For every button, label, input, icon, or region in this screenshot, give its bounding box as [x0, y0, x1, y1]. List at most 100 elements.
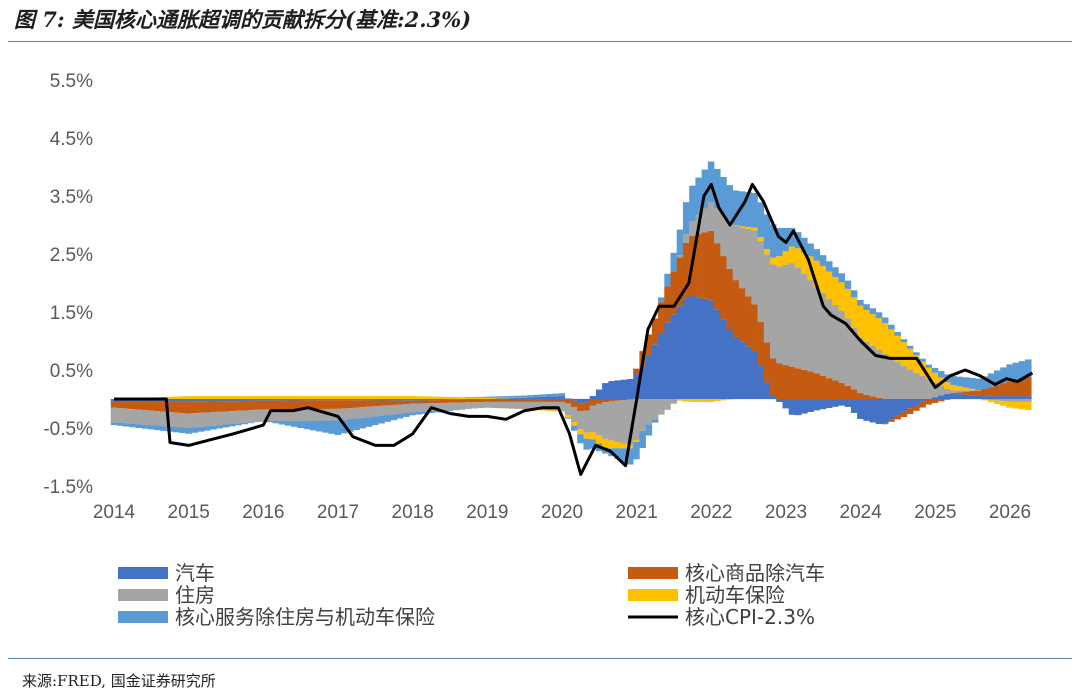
- bar-services_ex: [826, 261, 833, 272]
- bar-housing: [1000, 399, 1007, 402]
- bottom-divider: [8, 658, 1072, 659]
- core-cpi-line-layer: [114, 182, 1034, 476]
- bar-services_ex: [116, 422, 124, 426]
- bar-services_ex: [869, 308, 877, 315]
- source-note: 来源:FRED, 国金证券研究所: [22, 672, 216, 690]
- bar-core_goods_ex_autos: [602, 399, 609, 403]
- bar-services_ex: [726, 185, 734, 221]
- bar-core_goods_ex_autos: [925, 399, 933, 405]
- bar-services_ex: [701, 169, 709, 209]
- bar-housing: [197, 412, 205, 427]
- bar-autos: [539, 396, 547, 399]
- bar-services_ex: [409, 412, 416, 416]
- bar-services_ex: [272, 420, 279, 424]
- bar-motor_insurance: [216, 396, 223, 399]
- bar-motor_insurance: [446, 396, 454, 399]
- bar-services_ex: [937, 371, 945, 378]
- bar-autos: [981, 396, 989, 399]
- bar-housing: [577, 410, 584, 430]
- bar-core_goods_ex_autos: [751, 304, 758, 352]
- bar-services_ex: [204, 426, 211, 431]
- bar-services_ex: [838, 273, 845, 283]
- bar-motor_insurance: [844, 288, 852, 319]
- bar-autos: [440, 399, 447, 401]
- bar-motor_insurance: [266, 396, 273, 399]
- bar-housing: [788, 263, 796, 367]
- x-tick-label: 2021: [616, 502, 658, 523]
- bar-autos: [950, 393, 957, 399]
- bar-core_goods_ex_autos: [682, 242, 690, 299]
- bar-services_ex: [651, 419, 659, 423]
- bar-autos: [962, 394, 970, 399]
- bar-housing: [857, 337, 864, 394]
- bar-motor_insurance: [614, 442, 622, 449]
- bar-housing: [340, 408, 348, 420]
- bar-housing: [614, 400, 622, 443]
- bar-autos: [608, 381, 615, 399]
- bar-core_goods_ex_autos: [950, 392, 957, 394]
- bar-services_ex: [148, 425, 155, 430]
- x-tick-label: 2022: [690, 502, 732, 523]
- bar-housing: [284, 409, 292, 421]
- bar-motor_insurance: [452, 397, 460, 399]
- bar-core_goods_ex_autos: [807, 371, 814, 399]
- bar-housing: [204, 412, 211, 427]
- bar-motor_insurance: [415, 396, 423, 399]
- bar-autos: [216, 399, 223, 402]
- bar-housing: [869, 345, 877, 397]
- bar-core_goods_ex_autos: [260, 400, 267, 410]
- top-divider: [8, 41, 1072, 42]
- bar-motor_insurance: [403, 396, 410, 399]
- bar-autos: [738, 341, 746, 399]
- bar-autos: [403, 399, 410, 401]
- bar-core_goods_ex_autos: [701, 232, 709, 299]
- bar-motor_insurance: [465, 397, 472, 399]
- bar-core_goods_ex_autos: [141, 401, 149, 411]
- bar-services_ex: [950, 376, 957, 386]
- bar-core_goods_ex_autos: [440, 400, 447, 403]
- bar-motor_insurance: [353, 396, 360, 399]
- bar-autos: [459, 399, 466, 400]
- x-tick-label: 2017: [317, 502, 359, 523]
- bar-services_ex: [583, 438, 590, 450]
- bar-housing: [794, 267, 802, 369]
- bar-services_ex: [844, 280, 852, 289]
- bar-autos: [664, 322, 671, 399]
- bar-housing: [365, 406, 373, 418]
- bar-services_ex: [956, 376, 964, 387]
- bar-core_goods_ex_autos: [508, 399, 516, 402]
- bar-motor_insurance: [962, 387, 970, 391]
- bar-housing: [521, 401, 528, 410]
- x-tick-label: 2025: [914, 502, 956, 523]
- bar-autos: [782, 399, 789, 409]
- bar-core_goods_ex_autos: [894, 415, 901, 420]
- bar-motor_insurance: [253, 396, 261, 399]
- bar-housing: [931, 382, 939, 398]
- bar-motor_insurance: [396, 396, 404, 399]
- bar-core_goods_ex_autos: [720, 256, 727, 320]
- bar-core_goods_ex_autos: [620, 399, 628, 400]
- bar-core_goods_ex_autos: [782, 365, 789, 399]
- bar-services_ex: [210, 425, 217, 430]
- bar-autos: [633, 374, 640, 399]
- bar-core_goods_ex_autos: [857, 393, 864, 399]
- bar-autos: [502, 398, 510, 399]
- bar-housing: [738, 227, 746, 289]
- bar-housing: [589, 405, 597, 433]
- bar-housing: [937, 385, 945, 396]
- bar-services_ex: [241, 422, 248, 425]
- bar-housing: [913, 372, 920, 399]
- bar-motor_insurance: [602, 438, 609, 448]
- bar-motor_insurance: [490, 397, 497, 399]
- bar-housing: [309, 409, 317, 421]
- bar-housing: [172, 412, 180, 428]
- bar-services_ex: [763, 214, 771, 250]
- bar-motor_insurance: [284, 396, 292, 399]
- bar-housing: [682, 234, 690, 243]
- bar-motor_insurance: [788, 246, 796, 264]
- bar-autos: [651, 344, 659, 399]
- bar-autos: [875, 399, 883, 425]
- bar-housing: [396, 404, 404, 414]
- bar-autos: [745, 346, 752, 399]
- bar-services_ex: [962, 377, 970, 388]
